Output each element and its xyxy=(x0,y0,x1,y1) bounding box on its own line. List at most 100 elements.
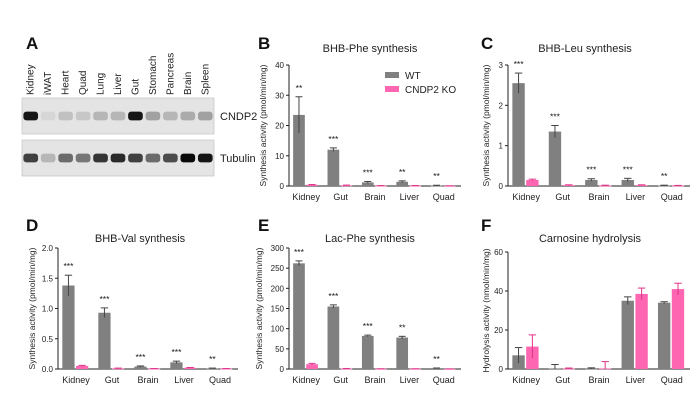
x-tick-label: Kidney xyxy=(292,192,320,202)
blot-band xyxy=(145,153,161,163)
blot-lane-label: Gut xyxy=(130,79,141,95)
bar-ko xyxy=(340,185,353,187)
blot-lane-label: Heart xyxy=(61,70,72,95)
blot-band xyxy=(75,111,91,121)
y-tick-label: 10 xyxy=(275,152,284,161)
y-axis-label: Hydrolysis activity (nmol/min/mg) xyxy=(481,248,491,372)
y-tick-label: 30 xyxy=(275,91,284,100)
significance-marker: *** xyxy=(328,134,339,144)
blot-lane-label: Kidney xyxy=(26,64,37,95)
y-tick-label: 3 xyxy=(499,61,504,70)
significance-marker: ** xyxy=(399,167,406,177)
x-tick-label: Quad xyxy=(209,375,231,385)
significance-marker: *** xyxy=(328,291,339,301)
legend-label: WT xyxy=(405,71,421,82)
blot-band xyxy=(180,111,196,121)
y-tick-label: 300 xyxy=(271,244,285,253)
significance-marker: *** xyxy=(63,261,74,271)
panel-letter-a: A xyxy=(26,34,38,53)
legend-swatch xyxy=(385,72,399,78)
significance-marker: ** xyxy=(296,83,303,93)
bar-ko xyxy=(671,185,685,187)
bar-wt xyxy=(98,312,111,369)
y-tick-label: 40 xyxy=(275,61,284,70)
x-tick-label: Quad xyxy=(661,375,683,385)
x-tick-label: Quad xyxy=(433,192,455,202)
y-axis-label: Synthesis activity (pmol/min/mg) xyxy=(27,247,37,369)
blot-band xyxy=(23,111,39,121)
bar-ko xyxy=(375,185,387,187)
x-tick-label: Kidney xyxy=(292,375,320,385)
bar-wt xyxy=(62,285,75,369)
legend: WT CNDP2 KO xyxy=(385,71,456,96)
x-tick-label: Brain xyxy=(364,375,385,385)
bar-wt xyxy=(293,114,305,186)
bar-ko xyxy=(635,293,648,369)
bar-wt xyxy=(657,302,671,369)
y-tick-label: 0 xyxy=(499,182,504,191)
blot-lane-label: iWAT xyxy=(43,72,54,95)
y-tick-label: 2 xyxy=(499,101,504,110)
y-tick-label: 20 xyxy=(494,326,503,335)
significance-marker: *** xyxy=(99,294,110,304)
x-tick-label: Liver xyxy=(400,192,420,202)
blot-rows: CNDP2 Tubulin xyxy=(21,97,257,177)
x-tick-label: Kidney xyxy=(512,375,540,385)
blot-band xyxy=(93,153,108,163)
chart-title: BHB-Leu synthesis xyxy=(538,43,632,55)
x-tick-label: Brain xyxy=(588,375,609,385)
blot-lane-label: Stomach xyxy=(148,56,159,95)
bar-wt xyxy=(512,83,525,186)
bar-ko xyxy=(671,289,685,369)
bar-ko xyxy=(306,184,318,186)
blot-row-label: Tubulin xyxy=(220,153,256,165)
blot-lane-label: Brain xyxy=(183,72,194,95)
blot-lane-label: Liver xyxy=(113,73,124,95)
bar-wt xyxy=(206,368,219,370)
chart-panel-f: F Carnosine hydrolysis Hydrolysis activity… xyxy=(481,216,690,385)
blot-band xyxy=(110,111,126,121)
blot-band xyxy=(40,111,56,121)
bar-wt xyxy=(585,179,598,186)
blot-band xyxy=(23,153,39,163)
bar-ko xyxy=(112,368,125,370)
significance-marker: ** xyxy=(661,171,668,181)
blot-band xyxy=(58,153,73,163)
significance-marker: *** xyxy=(363,321,374,331)
blot-band xyxy=(197,111,213,121)
significance-marker: *** xyxy=(135,352,146,362)
blot-band xyxy=(197,153,213,163)
blot-band xyxy=(145,111,161,121)
x-tick-label: Brain xyxy=(137,375,158,385)
blot-band xyxy=(180,153,196,163)
significance-marker: *** xyxy=(171,347,182,357)
chart-panel-b: B BHB-Phe synthesis Synthesis activity (pm… xyxy=(258,34,461,202)
bar-wt xyxy=(396,337,409,369)
blot-row-label: CNDP2 xyxy=(220,111,257,123)
y-tick-label: 60 xyxy=(494,248,503,257)
x-tick-label: Gut xyxy=(105,375,120,385)
bar-wt xyxy=(361,182,374,186)
significance-marker: *** xyxy=(294,247,305,257)
bar-wt xyxy=(430,368,443,369)
panel-letter: F xyxy=(481,216,491,235)
y-tick-label: 50 xyxy=(275,345,284,354)
x-tick-label: Liver xyxy=(626,192,646,202)
x-tick-label: Liver xyxy=(626,375,646,385)
x-tick-label: Quad xyxy=(661,192,683,202)
x-tick-label: Gut xyxy=(333,375,348,385)
bar-ko xyxy=(562,368,575,370)
blot-band xyxy=(75,153,91,163)
chart-panel-e: E Lac-Phe synthesis Synthesis activity (pm… xyxy=(254,216,461,385)
blot-band xyxy=(163,153,178,163)
y-tick-label: 40 xyxy=(494,287,503,296)
bar-wt xyxy=(293,263,305,369)
x-tick-label: Brain xyxy=(364,192,385,202)
bar-wt xyxy=(361,335,374,369)
panel-a-western-blot: A Kidney iWAT Heart Quad Lung Liver Gut Stomach… xyxy=(21,34,257,177)
chart-panel-c: C BHB-Leu synthesis Synthesis activity (pm… xyxy=(481,34,690,202)
bar-wt xyxy=(170,362,183,369)
bar-ko xyxy=(220,368,233,370)
panel-letter: D xyxy=(26,216,38,235)
